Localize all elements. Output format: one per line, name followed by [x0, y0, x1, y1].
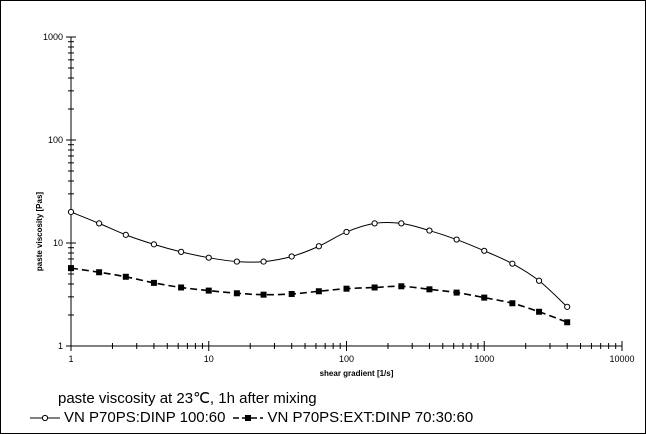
- series-2-point: [288, 290, 295, 297]
- series-1-point: [481, 247, 488, 254]
- series-1-point: [150, 241, 158, 248]
- legend-marker-filled-square-icon: [233, 414, 264, 421]
- series-2-point: [564, 319, 571, 326]
- legend-label-series-1: VN P70PS:DINP 100:60: [64, 409, 226, 426]
- series-2-point: [453, 289, 460, 296]
- legend-label-series-2: VN P70PS:EXT:DINP 70:30:60: [267, 409, 474, 426]
- series-1-point: [564, 303, 571, 310]
- y-tick-label: 1: [58, 341, 63, 351]
- series-2-point: [509, 300, 516, 307]
- series-1-point: [371, 220, 378, 227]
- series-1-point: [205, 254, 212, 261]
- series-1-point: [96, 220, 103, 227]
- legend-item-series-1: VN P70PS:DINP 100:60: [30, 409, 225, 426]
- series-1-point: [233, 258, 240, 265]
- series-1-point: [260, 258, 267, 265]
- series-1-point: [398, 220, 405, 227]
- series-2-point: [343, 285, 350, 292]
- series-2-point: [178, 284, 185, 291]
- legend-item-series-2: VN P70PS:EXT:DINP 70:30:60: [233, 409, 473, 426]
- series-2-point: [68, 265, 74, 272]
- series-1-point: [535, 277, 543, 284]
- chart-caption: paste viscosity at 23℃, 1h after mixing: [58, 390, 317, 407]
- series-2-point: [398, 283, 405, 290]
- series-1-point: [122, 231, 129, 238]
- series-1-point: [343, 228, 350, 236]
- series-1-point: [453, 236, 460, 243]
- series-2-point: [315, 288, 322, 295]
- x-tick-label: 100: [339, 354, 354, 364]
- series-2-point: [371, 284, 378, 291]
- legend: VN P70PS:DINP 100:60 VN P70PS:EXT:DINP 7…: [30, 409, 481, 426]
- series-1-point: [315, 243, 322, 250]
- series-2-point: [426, 286, 433, 293]
- series-1-point: [67, 208, 75, 216]
- x-axis-title: shear gradient [1/s]: [320, 369, 394, 378]
- series-2-point: [233, 290, 240, 297]
- y-tick-label: 1000: [43, 32, 63, 42]
- legend-marker-open-circle-icon: [30, 414, 60, 421]
- series-2-point: [150, 279, 157, 286]
- y-axis-title: paste viscosity [Pas]: [35, 192, 44, 271]
- series-2-point: [536, 308, 543, 315]
- series-2-line: [70, 267, 568, 324]
- series-1-point: [426, 227, 433, 234]
- x-tick-label: 1: [68, 354, 73, 364]
- series-2-point: [481, 294, 488, 301]
- y-tick-label: 10: [53, 238, 63, 248]
- x-tick-label: 10000: [609, 354, 634, 364]
- series-1-point: [509, 260, 516, 267]
- series-2-point: [205, 287, 212, 294]
- x-tick-label: 1000: [474, 354, 494, 364]
- series-2-point: [260, 291, 267, 298]
- series-2-point: [96, 269, 103, 276]
- series-2-point: [122, 273, 129, 280]
- x-tick-label: 10: [204, 354, 214, 364]
- series-1-point: [288, 253, 295, 260]
- y-tick-label: 100: [48, 135, 63, 145]
- series-1-point: [178, 248, 185, 255]
